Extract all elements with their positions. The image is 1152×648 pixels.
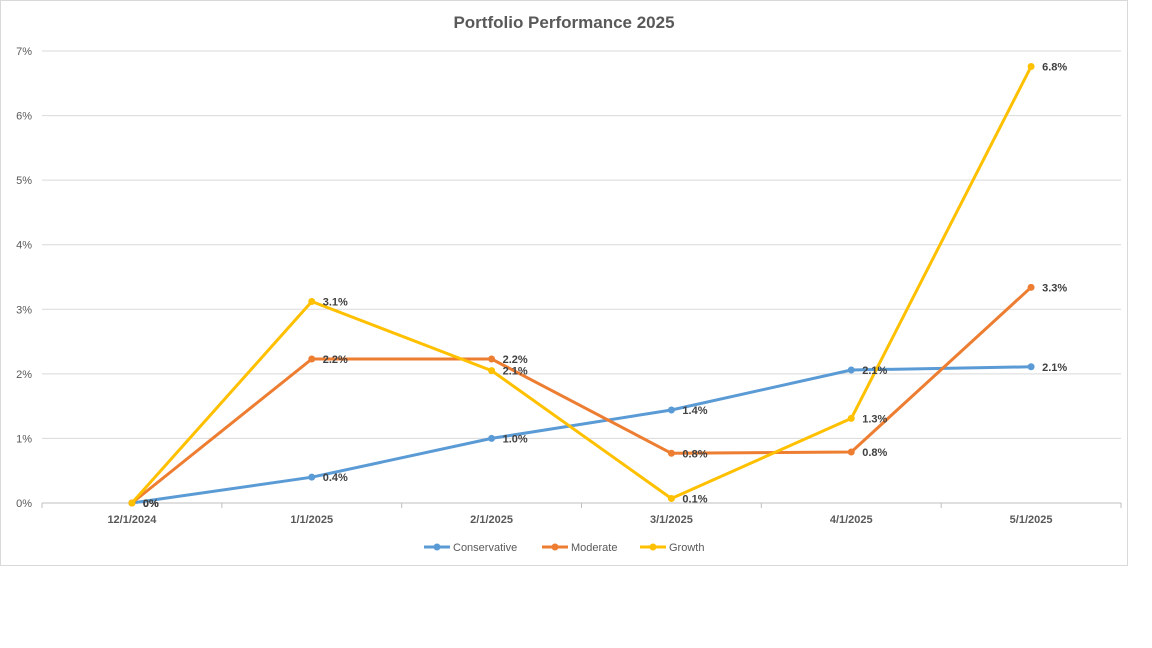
data-label: 1.0%: [503, 433, 528, 445]
data-point-moderate: [308, 355, 316, 363]
y-tick-label: 6%: [16, 111, 32, 123]
legend-label: Growth: [669, 542, 704, 554]
data-point-conservative: [667, 406, 675, 414]
y-tick-label: 3%: [16, 304, 32, 316]
y-tick-label: 7%: [16, 46, 32, 58]
data-label: 0.1%: [682, 493, 707, 505]
data-point-conservative: [308, 473, 316, 481]
data-point-moderate: [667, 449, 675, 457]
x-tick-label: 2/1/2025: [470, 514, 513, 526]
y-tick-label: 4%: [16, 240, 32, 252]
legend-item-moderate[interactable]: Moderate: [542, 542, 617, 554]
series-line-growth: [130, 65, 1033, 505]
data-point-growth: [667, 494, 675, 502]
data-label: 6.8%: [1042, 61, 1067, 73]
legend-item-conservative[interactable]: Conservative: [424, 542, 517, 554]
legend-label: Moderate: [571, 542, 617, 554]
data-point-growth: [847, 414, 855, 422]
legend-swatch-marker: [433, 543, 441, 551]
data-label: 2.2%: [323, 354, 348, 366]
data-point-moderate: [488, 355, 496, 363]
data-label: 0%: [143, 498, 159, 510]
data-point-growth: [128, 499, 136, 507]
y-tick-label: 1%: [16, 433, 32, 445]
x-tick-label: 4/1/2025: [830, 514, 873, 526]
series-line-moderate: [130, 285, 1033, 505]
data-label: 1.4%: [682, 405, 707, 417]
legend-swatch-marker: [649, 543, 657, 551]
data-label: 3.1%: [323, 297, 348, 309]
data-label: 2.2%: [503, 354, 528, 366]
data-point-moderate: [1027, 283, 1035, 291]
legend-item-growth[interactable]: Growth: [640, 542, 704, 554]
data-point-growth: [488, 367, 496, 375]
data-point-conservative: [847, 366, 855, 374]
x-tick-label: 1/1/2025: [290, 514, 333, 526]
x-tick-label: 5/1/2025: [1010, 514, 1053, 526]
data-label: 0%: [143, 498, 159, 510]
data-point-growth: [1027, 62, 1035, 70]
x-tick-label: 12/1/2024: [107, 514, 157, 526]
series-lines: [128, 62, 1035, 507]
data-label: 2.1%: [503, 366, 528, 378]
data-point-conservative: [1027, 363, 1035, 371]
chart-frame: [0, 0, 1128, 566]
data-label: 0.8%: [682, 448, 707, 460]
data-label: 2.1%: [862, 365, 887, 377]
data-label: 0.8%: [862, 447, 887, 459]
data-label: 2.1%: [1042, 362, 1067, 374]
legend-label: Conservative: [453, 542, 517, 554]
data-labels: 0%0.4%1.0%1.4%2.1% 2.1%0%2.2% 2.2%0.8% 0.8%…: [143, 61, 1067, 510]
chart-title: Portfolio Performance 2025: [453, 13, 674, 32]
series-line-conservative: [130, 365, 1033, 505]
data-point-moderate: [847, 448, 855, 456]
data-label: 0.4%: [323, 472, 348, 484]
legend[interactable]: Conservative Moderate Growth: [424, 542, 704, 554]
data-label: 1.3%: [862, 413, 887, 425]
gridlines: [41, 50, 1122, 508]
y-tick-label: 0%: [16, 498, 32, 510]
x-axis-ticks: 12/1/2024 1/1/2025 2/1/2025 3/1/2025 4/1/202…: [107, 514, 1052, 526]
y-axis-ticks: 0% 1% 2% 3% 4% 5% 6% 7%: [16, 46, 32, 510]
y-tick-label: 5%: [16, 175, 32, 187]
x-tick-label: 3/1/2025: [650, 514, 693, 526]
data-label: 3.3%: [1042, 282, 1067, 294]
data-point-conservative: [488, 434, 496, 442]
data-label: 0%: [143, 498, 159, 510]
data-point-growth: [308, 298, 316, 306]
legend-swatch-marker: [551, 543, 559, 551]
y-tick-label: 2%: [16, 369, 32, 381]
